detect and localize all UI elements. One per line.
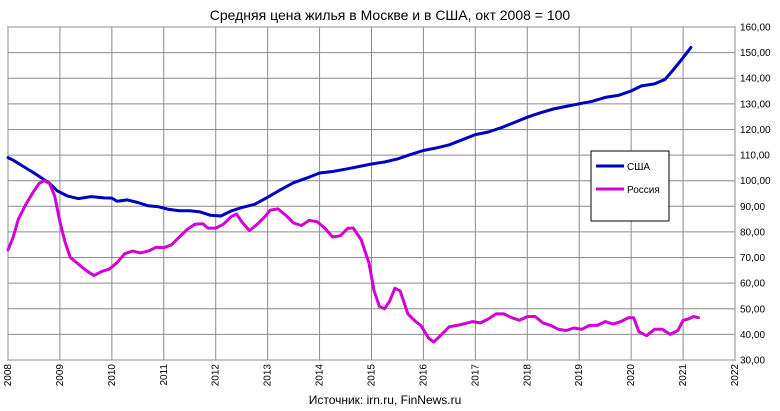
x-tick-label: 2021	[678, 364, 689, 387]
y-tick-label: 120,00	[740, 125, 771, 136]
y-tick-label: 130,00	[740, 99, 771, 110]
x-tick-label: 2013	[263, 364, 274, 387]
y-tick-label: 50,00	[740, 304, 765, 315]
x-tick-label: 2018	[522, 364, 533, 387]
x-tick-label: 2019	[574, 364, 585, 387]
chart-title: Средняя цена жилья в Москве и в США, окт…	[210, 7, 571, 23]
x-tick-label: 2015	[367, 364, 378, 387]
y-tick-label: 90,00	[740, 202, 765, 213]
series-line-russia	[6, 179, 701, 344]
x-axis-ticks: 2008 2009 2010 2011 2012 2013 2014 2015 2016 2017…	[3, 364, 741, 387]
y-axis-ticks: 30,00 40,00 50,00 60,00 70,00 80,00 90,00 100,0…	[740, 23, 771, 367]
legend-label-russia: Россия	[627, 185, 660, 196]
y-tick-label: 40,00	[740, 330, 765, 341]
x-tick-label: 2022	[730, 364, 741, 387]
x-tick-label: 2009	[55, 364, 66, 387]
y-tick-label: 100,00	[740, 176, 771, 187]
legend-label-usa: США	[627, 162, 650, 173]
x-tick-label: 2011	[159, 364, 170, 386]
legend: США Россия	[590, 150, 670, 222]
y-tick-label: 80,00	[740, 227, 765, 238]
y-tick-label: 30,00	[740, 356, 765, 367]
y-tick-label: 110,00	[740, 151, 770, 162]
x-tick-label: 2012	[211, 364, 222, 387]
y-tick-label: 140,00	[740, 74, 771, 85]
x-tick-label: 2014	[315, 364, 326, 387]
legend-box	[590, 150, 670, 222]
x-tick-label: 2017	[470, 364, 481, 387]
series-line-usa	[6, 46, 693, 218]
x-tick-label: 2020	[626, 364, 637, 387]
y-tick-label: 60,00	[740, 279, 765, 290]
x-tick-label: 2010	[107, 364, 118, 387]
y-tick-label: 150,00	[740, 48, 771, 59]
source-note: Источник: irn.ru, FinNews.ru	[309, 393, 462, 407]
x-tick-label: 2016	[418, 364, 429, 387]
x-tick-label: 2008	[3, 364, 14, 387]
y-tick-label: 70,00	[740, 253, 765, 264]
series-lines	[6, 46, 701, 344]
y-tick-label: 160,00	[740, 23, 771, 34]
